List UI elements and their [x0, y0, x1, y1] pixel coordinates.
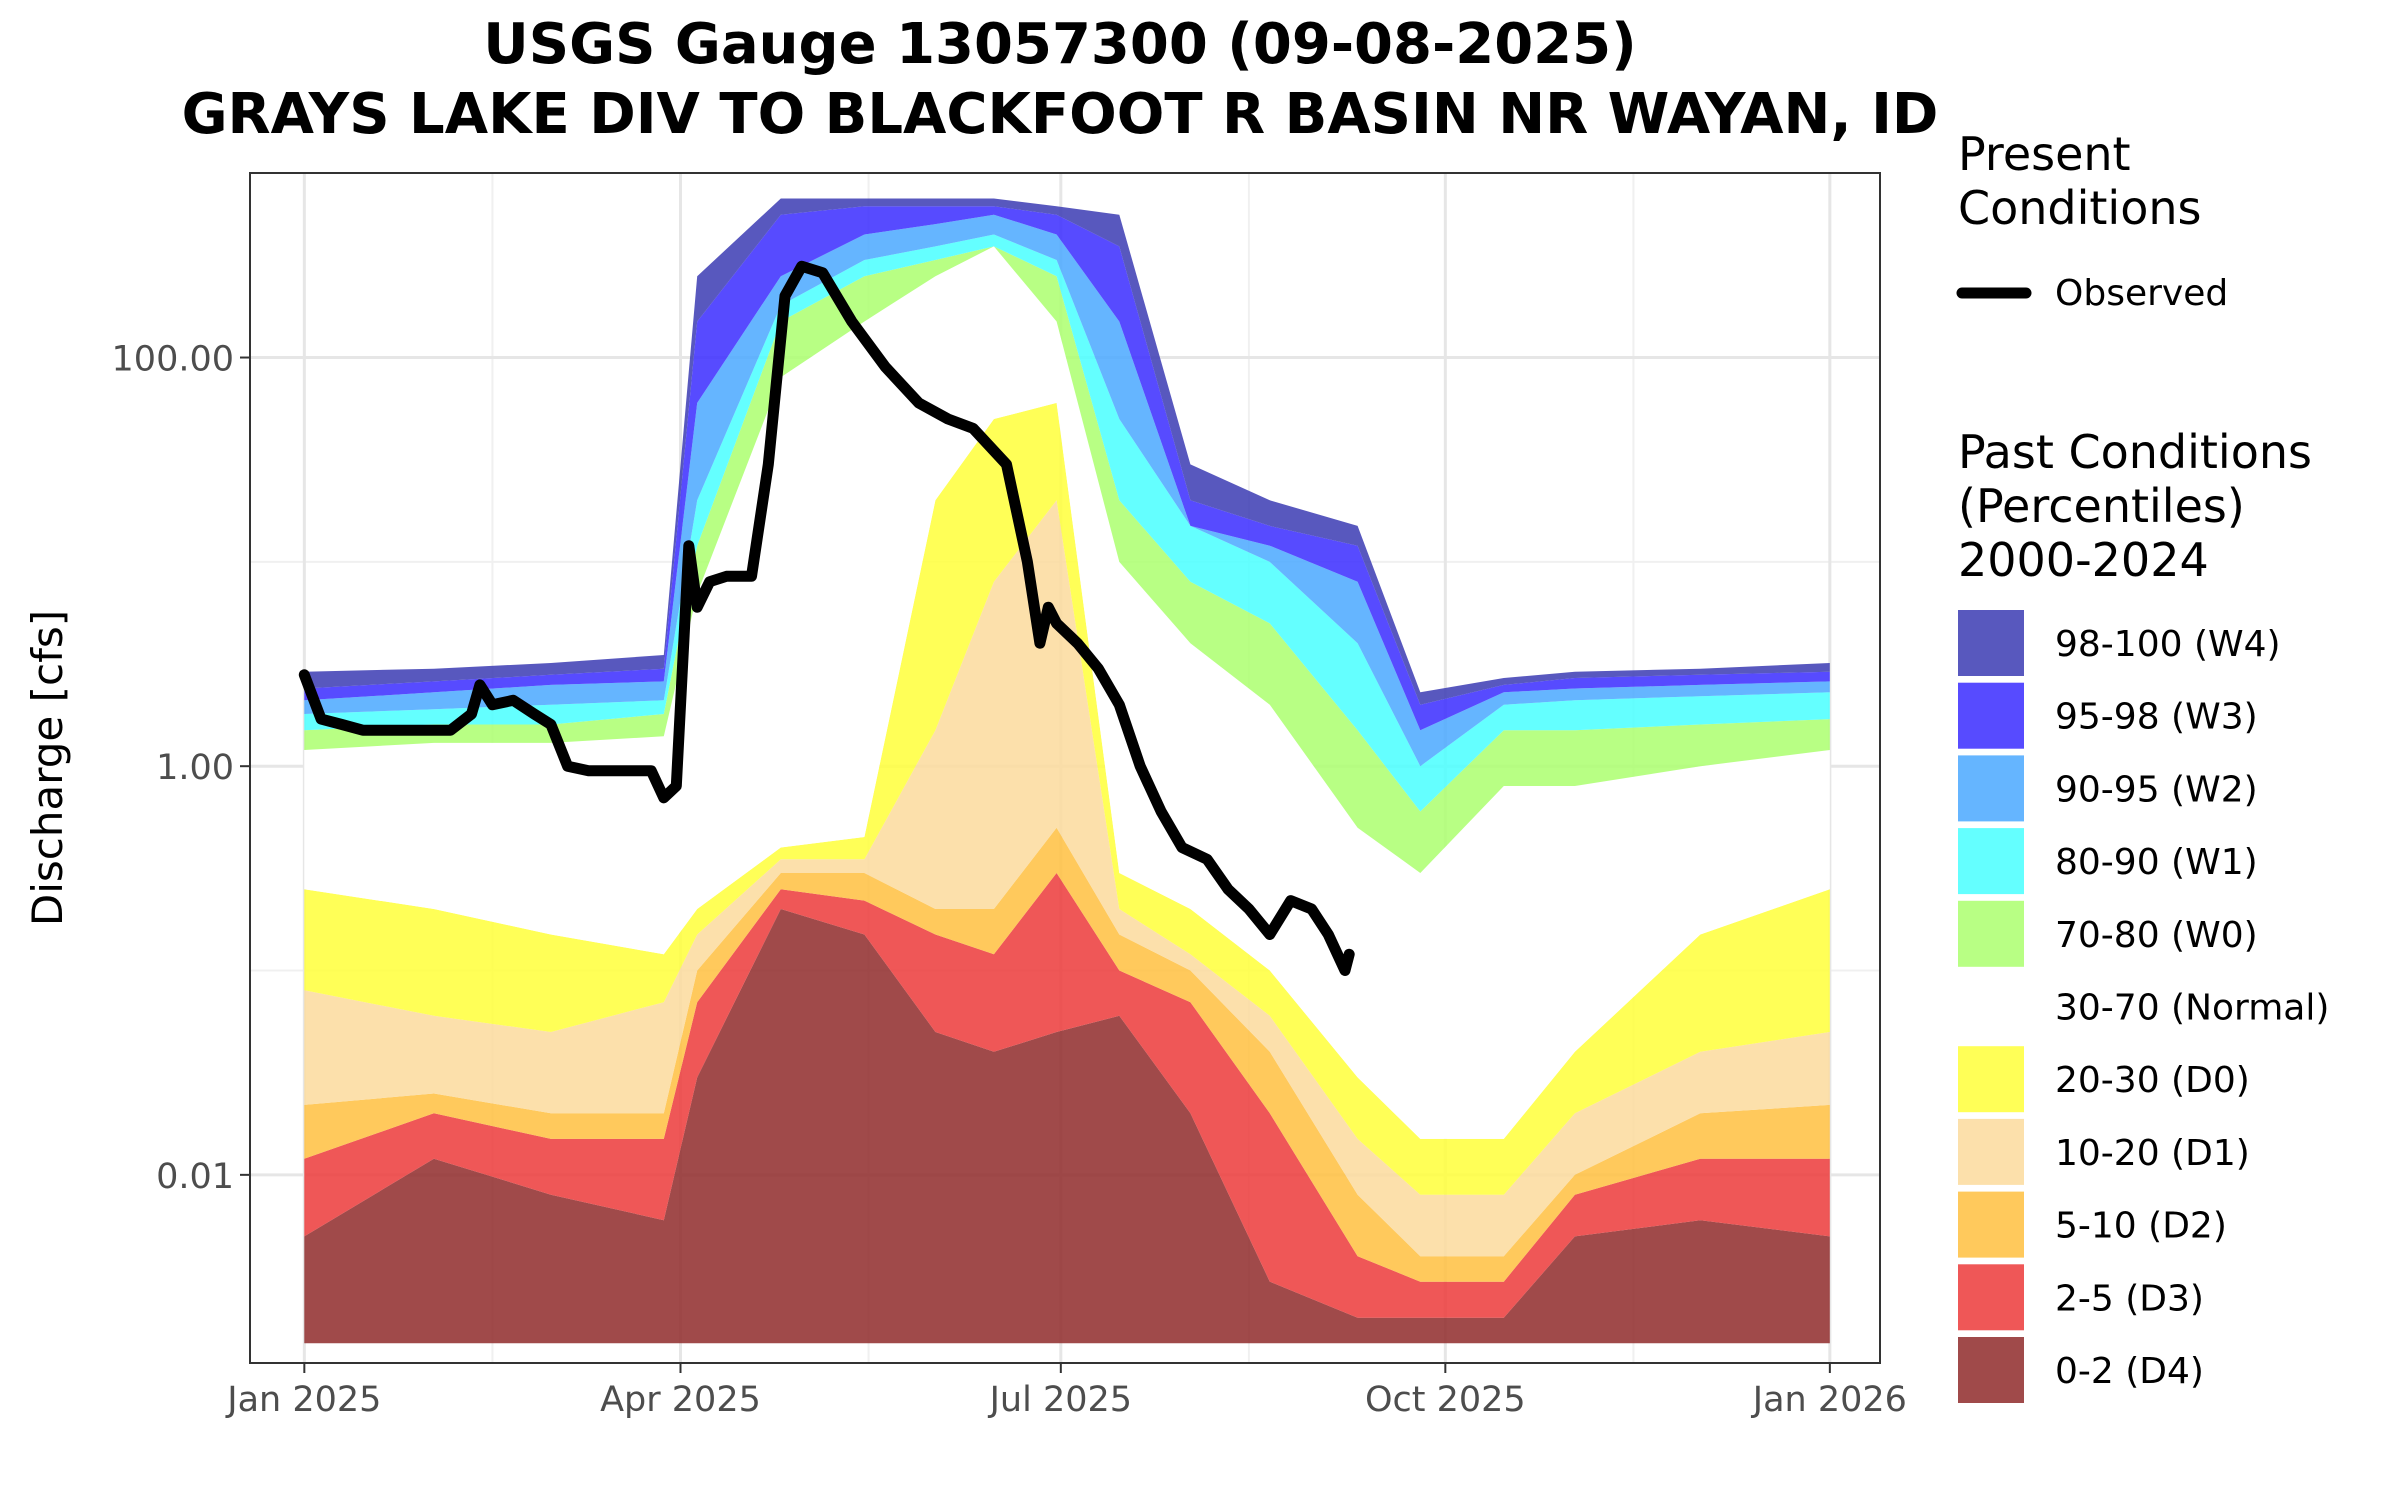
legend-observed-label: Observed: [2055, 273, 2228, 314]
band-0-2-d4: [304, 909, 1830, 1344]
band-95-98-w3: [304, 206, 1830, 731]
legend-swatch-0-2-d4: [1958, 1337, 2024, 1403]
legend-swatch-90-95-w2: [1958, 755, 2024, 822]
band-20-30-d0: [304, 402, 1830, 1195]
legend-swatch-20-30-d0: [1958, 1046, 2024, 1113]
legend-swatch-80-90-w1: [1958, 828, 2024, 895]
y-axis-label: Discharge [cfs]: [23, 610, 72, 926]
legend-label-80-90-w1: 80-90 (W1): [2055, 842, 2258, 883]
legend-swatch-70-80-w0: [1958, 900, 2024, 967]
x-tick-label: Oct 2025: [1365, 1380, 1526, 1420]
plot-border: [249, 172, 1881, 1364]
chart-title: USGS Gauge 13057300 (09-08-2025): [483, 12, 1636, 77]
legend-label-70-80-w0: 70-80 (W0): [2055, 915, 2258, 956]
y-tick-label: 0.01: [156, 1157, 234, 1197]
legend-label-2-5-d3: 2-5 (D3): [2055, 1278, 2204, 1319]
legend-label-0-2-d4: 0-2 (D4): [2055, 1351, 2204, 1392]
legend-past-title: Past Conditions: [1958, 425, 2312, 479]
legend-past-title: (Percentiles): [1958, 479, 2245, 533]
x-tick-label: Jul 2025: [988, 1380, 1132, 1420]
band-30-70-normal: [304, 246, 1830, 1139]
legend-past-title: 2000-2024: [1958, 533, 2209, 587]
legend-swatch-5-10-d2: [1958, 1191, 2024, 1258]
chart-subtitle: GRAYS LAKE DIV TO BLACKFOOT R BASIN NR W…: [182, 82, 1939, 147]
legend-swatch-10-20-d1: [1958, 1118, 2024, 1185]
legend-label-20-30-d0: 20-30 (D0): [2055, 1060, 2250, 1101]
legend-label-5-10-d2: 5-10 (D2): [2055, 1206, 2227, 1247]
legend-label-98-100-w4: 98-100 (W4): [2055, 624, 2281, 665]
percentile-bands: [304, 198, 1830, 1344]
legend-label-95-98-w3: 95-98 (W3): [2055, 697, 2258, 738]
legend-swatch-2-5-d3: [1958, 1264, 2024, 1331]
legend-present-title: Present: [1958, 127, 2131, 181]
band-2-5-d3: [304, 873, 1830, 1318]
legend-present-title: Conditions: [1958, 181, 2201, 235]
band-10-20-d1: [304, 500, 1830, 1257]
x-tick-label: Jan 2025: [225, 1380, 381, 1420]
legend-label-90-95-w2: 90-95 (W2): [2055, 769, 2258, 810]
y-tick-label: 1.00: [156, 748, 234, 788]
legend-swatch-30-70-normal: [1958, 973, 2024, 1040]
y-tick-label: 100.00: [112, 340, 234, 380]
legend-swatch-95-98-w3: [1958, 682, 2024, 749]
x-axis: Jan 2025 Apr 2025 Jul 2025 Oct 2025 Jan 2026: [225, 1363, 1907, 1420]
observed-series: [298, 260, 1355, 976]
legend-swatch-98-100-w4: [1958, 610, 2024, 676]
y-axis: 100.00 1.00 0.01: [112, 340, 250, 1197]
legend-label-30-70-normal: 30-70 (Normal): [2055, 988, 2329, 1029]
legend-label-10-20-d1: 10-20 (D1): [2055, 1133, 2250, 1174]
observed-line: [298, 260, 1355, 976]
x-tick-label: Apr 2025: [600, 1380, 761, 1420]
x-tick-label: Jan 2026: [1751, 1380, 1907, 1420]
